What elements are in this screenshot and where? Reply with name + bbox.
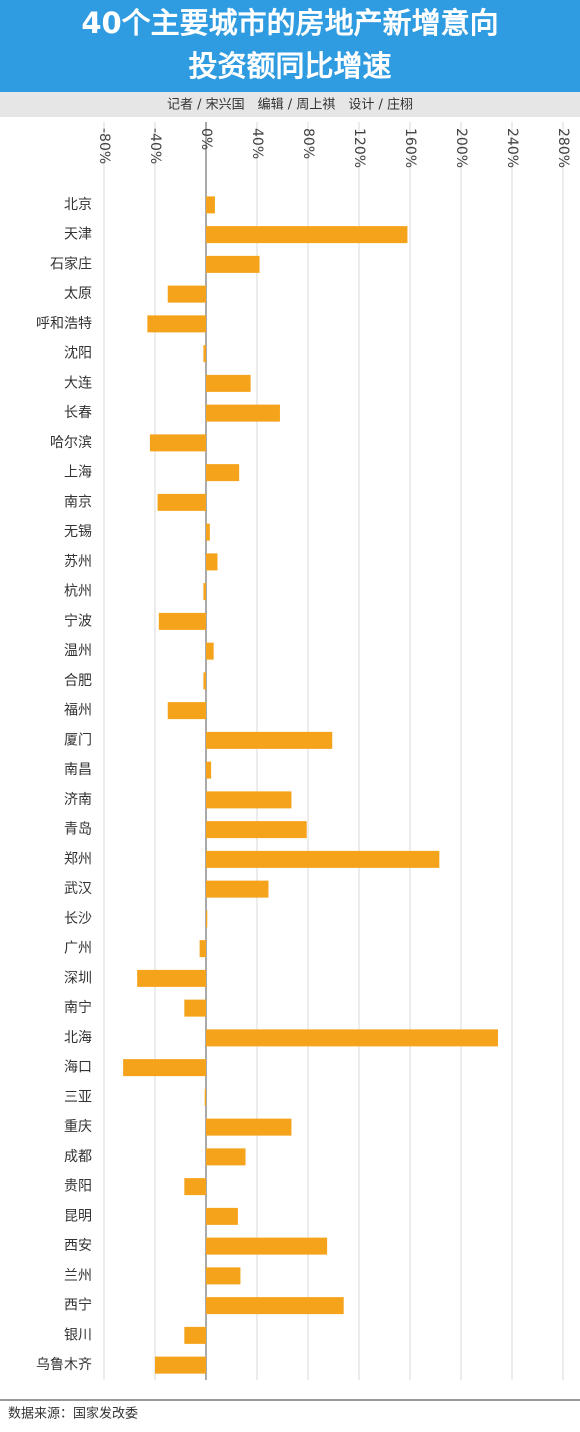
byline: 记者 / 宋兴国 编辑 / 周上祺 设计 / 庄栩 (167, 97, 413, 113)
byline-band (0, 92, 580, 117)
bar (206, 196, 215, 214)
chart-subtitle: 投资额同比增速 (188, 49, 391, 83)
bar (184, 1326, 206, 1344)
x-tick-label: 80% (300, 128, 316, 159)
y-tick-label: 厦门 (64, 732, 92, 748)
y-tick-label: 无锡 (64, 524, 92, 540)
bar (206, 226, 408, 244)
y-tick-label: 海口 (64, 1060, 92, 1076)
y-tick-label: 南京 (64, 494, 92, 510)
bar (206, 1148, 246, 1166)
x-tick-label: 280% (555, 128, 571, 168)
y-tick-label: 福州 (64, 703, 92, 719)
y-tick-label: 北海 (64, 1030, 92, 1046)
bar (206, 255, 260, 273)
y-tick-label: 哈尔滨 (50, 435, 92, 451)
y-tick-label: 银川 (64, 1327, 92, 1343)
bar (184, 1178, 206, 1196)
y-tick-label: 杭州 (64, 584, 92, 600)
bar (137, 969, 206, 987)
bar (167, 285, 206, 303)
y-tick-label: 南昌 (64, 762, 92, 778)
y-tick-label: 青岛 (64, 822, 92, 838)
bar (206, 761, 212, 779)
x-tick-label: 240% (504, 128, 520, 168)
bar (206, 404, 280, 422)
y-tick-label: 乌鲁木齐 (36, 1357, 92, 1373)
bar (203, 672, 206, 690)
source: 数据来源：国家发改委 (8, 1406, 138, 1422)
y-tick-label: 苏州 (64, 554, 92, 570)
y-tick-label: 南宁 (64, 999, 92, 1016)
x-tick-label: 160% (402, 128, 418, 168)
y-tick-label: 兰州 (64, 1268, 92, 1284)
bar (206, 910, 208, 928)
bar (206, 553, 218, 571)
bar (206, 1297, 344, 1315)
y-tick-label: 济南 (64, 792, 92, 808)
bar (206, 464, 240, 482)
x-tick-label: 40% (249, 128, 265, 159)
y-tick-label: 广州 (64, 941, 92, 957)
y-tick-label: 西安 (64, 1238, 92, 1254)
bar (184, 999, 206, 1017)
y-tick-label: 大连 (64, 375, 92, 391)
x-tick-label: 200% (453, 128, 469, 168)
x-tick-label: 120% (351, 128, 367, 168)
bar (206, 731, 333, 749)
y-tick-label: 昆明 (64, 1208, 92, 1224)
bar (123, 1059, 206, 1077)
bar (203, 345, 206, 363)
bar (155, 1356, 206, 1374)
y-tick-label: 天津 (64, 227, 92, 243)
y-tick-label: 郑州 (64, 851, 92, 867)
x-tick-label: -80% (96, 128, 112, 164)
bar (206, 1118, 292, 1136)
y-tick-label: 合肥 (64, 673, 92, 689)
bar (206, 821, 307, 839)
bar (206, 791, 292, 809)
y-tick-label: 贵阳 (64, 1179, 92, 1195)
y-tick-label: 温州 (64, 643, 92, 659)
bar (206, 642, 214, 660)
x-tick-label: 0% (198, 128, 214, 150)
bar (206, 374, 251, 392)
bar (206, 1207, 238, 1225)
y-tick-label: 太原 (64, 286, 92, 302)
bar (206, 1267, 241, 1285)
title-banner (0, 0, 580, 92)
chart-title: 40个主要城市的房地产新增意向 (81, 6, 498, 40)
y-tick-label: 沈阳 (64, 346, 92, 362)
y-tick-label: 石家庄 (50, 255, 92, 272)
y-tick-label: 长沙 (64, 911, 92, 927)
bar (199, 940, 206, 958)
y-tick-label: 北京 (64, 197, 92, 213)
y-tick-label: 上海 (64, 465, 92, 481)
y-tick-label: 宁波 (64, 612, 92, 629)
y-tick-label: 三亚 (64, 1089, 92, 1105)
y-tick-label: 武汉 (64, 881, 92, 897)
bar (206, 880, 269, 898)
bar (206, 1029, 498, 1047)
bar (206, 850, 440, 868)
bar (149, 434, 206, 452)
x-tick-label: -40% (147, 128, 163, 164)
y-tick-label: 重庆 (64, 1119, 92, 1135)
bar (203, 583, 206, 601)
bar (204, 1088, 206, 1106)
bar (147, 315, 206, 333)
bar (158, 612, 206, 630)
bar (157, 493, 206, 511)
y-tick-label: 呼和浩特 (36, 316, 92, 332)
y-tick-label: 成都 (64, 1149, 92, 1165)
bar (206, 523, 210, 541)
bar (206, 1237, 328, 1255)
bar (167, 702, 206, 720)
y-tick-label: 长春 (64, 405, 92, 421)
y-tick-label: 深圳 (64, 970, 92, 986)
y-tick-label: 西宁 (64, 1297, 92, 1314)
